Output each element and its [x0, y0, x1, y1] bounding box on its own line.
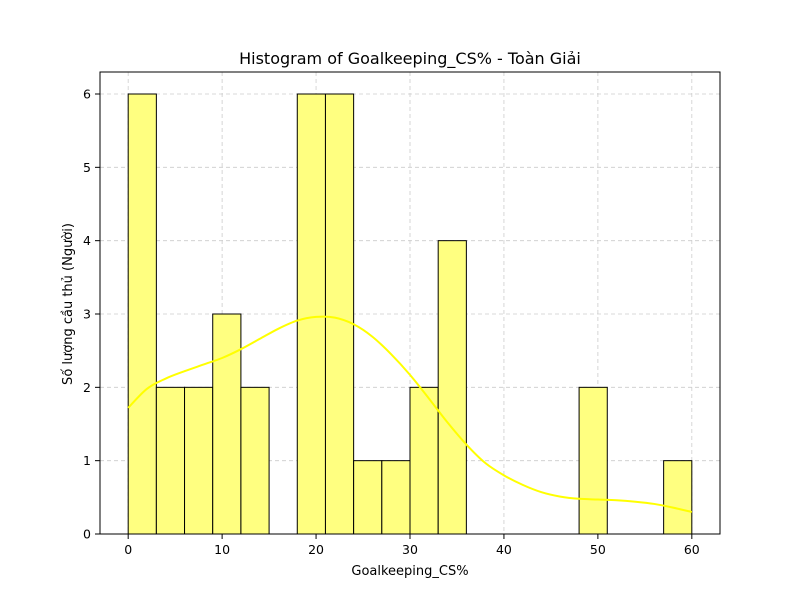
x-tick-label: 60 — [684, 542, 700, 557]
histogram-bar — [184, 386, 214, 535]
x-tick-label: 50 — [590, 542, 606, 557]
histogram-bar — [127, 93, 157, 535]
y-axis-label: Số lượng cầu thủ (Người) — [61, 223, 76, 385]
chart-title: Histogram of Goalkeeping_CS% - Toàn Giải — [239, 49, 581, 69]
histogram-bar — [240, 386, 270, 535]
y-tick-label: 3 — [83, 307, 91, 322]
histogram-bar — [155, 386, 186, 535]
histogram-bar — [437, 240, 467, 535]
x-tick-label: 0 — [124, 542, 132, 557]
histogram-bar — [353, 460, 383, 535]
x-tick-label: 30 — [402, 542, 418, 557]
histogram-bar — [578, 386, 608, 535]
histogram-bar — [324, 93, 355, 535]
kde-curve — [127, 315, 693, 513]
y-tick-label: 5 — [83, 160, 91, 175]
x-tick-label: 40 — [496, 542, 512, 557]
y-tick-label: 1 — [83, 453, 91, 468]
histogram-bar — [663, 460, 693, 535]
histogram-bar — [296, 93, 326, 535]
y-tick-label: 4 — [83, 233, 91, 248]
histogram-bar — [381, 460, 411, 535]
x-axis-ticks: 0 10 20 30 40 50 60 — [124, 534, 700, 557]
histogram-bar — [409, 386, 439, 535]
x-tick-label: 10 — [214, 542, 230, 557]
x-tick-label: 20 — [308, 542, 324, 557]
histogram-bar — [212, 313, 242, 535]
y-tick-label: 0 — [83, 527, 91, 542]
y-tick-label: 6 — [83, 87, 91, 102]
x-axis-label: Goalkeeping_CS% — [351, 564, 468, 579]
y-tick-label: 2 — [83, 380, 91, 395]
y-axis-ticks: 0 1 2 3 4 5 6 — [83, 87, 100, 542]
